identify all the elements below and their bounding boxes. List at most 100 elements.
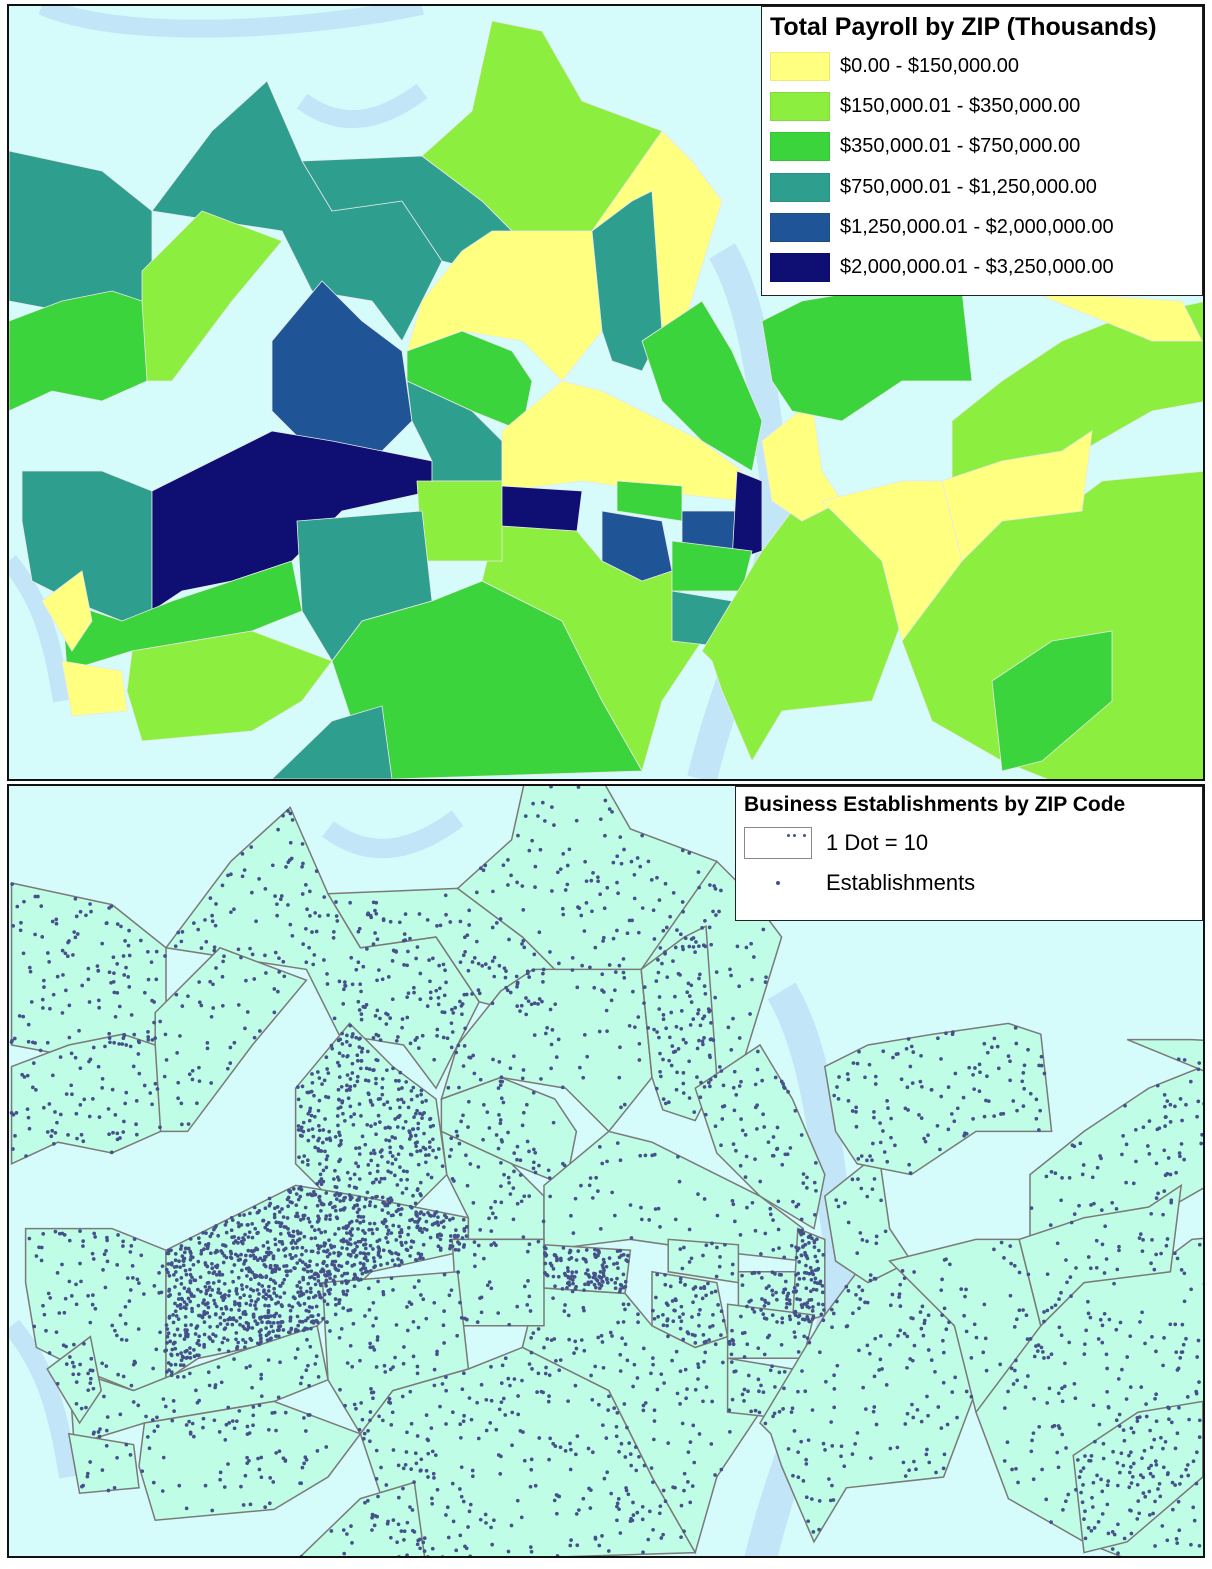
establishment-dot [463,1544,467,1549]
establishment-dot [399,1258,404,1263]
establishment-dot [482,1256,486,1261]
establishment-dot [637,1058,642,1062]
establishment-dot [673,994,677,999]
establishment-dot [971,1117,975,1121]
zip-region[interactable] [126,630,333,742]
zip-region[interactable] [991,630,1113,772]
establishment-dot [344,1239,349,1244]
establishment-dot [641,1550,645,1555]
establishment-dot [911,1415,916,1420]
establishment-dot [350,1264,355,1268]
zip-region[interactable] [9,150,153,312]
zip-region[interactable] [61,560,303,672]
establishment-dot [638,864,643,869]
zip-region[interactable] [501,380,743,502]
establishment-dot [394,1209,399,1214]
establishment-dot [802,1276,806,1281]
zip-region[interactable] [1041,295,1203,342]
establishment-dot [308,1290,313,1294]
establishment-dot [601,1274,606,1278]
zip-boundary[interactable] [1018,1183,1183,1328]
establishment-dot [191,1262,196,1267]
establishment-dot [493,1199,498,1204]
establishment-dot [1202,1282,1203,1285]
establishment-dot [388,1150,393,1155]
establishment-dot [541,971,545,976]
establishment-dot [632,896,637,901]
zip-boundary[interactable] [46,1335,103,1425]
zip-region[interactable] [641,300,763,472]
zip-region[interactable] [761,280,973,422]
establishment-dot [369,1269,373,1273]
establishment-dot [360,1417,365,1422]
zip-boundary[interactable] [67,1324,329,1446]
establishment-dot [416,1279,421,1283]
zip-boundary[interactable] [694,1043,826,1230]
establishment-dot [505,988,510,993]
establishment-dot [210,1288,215,1292]
establishment-dot [222,954,226,959]
establishment-dot [405,1553,409,1556]
establishments-map-panel: Business Establishments by ZIP Code 1 Do… [7,784,1205,1558]
zip-region[interactable] [941,430,1093,562]
zip-region[interactable] [701,500,903,762]
zip-boundary[interactable] [651,1270,729,1349]
establishment-dot [802,1334,807,1339]
zip-boundary[interactable] [543,1130,804,1262]
establishment-dot [42,978,46,983]
zip-boundary[interactable] [1126,1038,1205,1089]
establishment-dot [358,1358,362,1363]
establishment-dot [361,964,366,969]
establishment-dot [64,988,68,993]
establishment-dot [123,1304,128,1309]
establishment-dot [1031,1431,1036,1435]
zip-boundary[interactable] [1072,1400,1203,1554]
establishment-dot [657,898,662,902]
zip-region[interactable] [41,570,93,652]
zip-region[interactable] [731,470,763,562]
establishment-dot [879,1334,883,1338]
zip-region[interactable] [601,510,673,582]
zip-region[interactable] [406,230,603,382]
payroll-choropleth-map[interactable] [9,6,1205,781]
establishment-dot [197,1241,202,1245]
establishment-dot [146,1435,150,1439]
establishment-dot [1090,1175,1095,1180]
establishment-dot [568,1543,573,1548]
establishment-dot [1100,1242,1105,1247]
establishment-dot [414,1461,419,1466]
establishment-dot [674,1087,679,1092]
establishment-dot [810,1309,815,1313]
establishment-dot [579,1338,584,1342]
zip-region[interactable] [61,660,128,717]
establishment-dot [586,1273,591,1277]
zip-region[interactable] [416,480,503,562]
establishment-dot [135,1132,139,1137]
establishment-dot [753,1228,758,1233]
zip-boundary[interactable] [823,1022,1053,1176]
establishment-dot [11,1112,16,1117]
establishment-dot [220,883,225,888]
zip-boundary[interactable] [296,1481,426,1558]
zip-boundary[interactable] [67,1432,140,1495]
establishment-dot [1049,1352,1054,1357]
zip-region[interactable] [501,485,583,532]
establishment-dot [115,1263,120,1267]
establishment-dot [535,1390,539,1394]
establishment-dot [126,975,131,979]
establishments-dot-density-map[interactable] [9,786,1205,1558]
establishment-dot [347,1221,352,1225]
establishment-dot [166,1331,171,1336]
establishment-dot [395,1183,400,1187]
zip-region[interactable] [271,705,393,779]
zip-region[interactable] [9,290,148,412]
zip-region[interactable] [141,210,283,382]
zip-boundary[interactable] [759,1260,977,1544]
establishment-dot [1191,1459,1196,1464]
establishment-dot [710,1399,714,1404]
establishment-dot [209,1014,214,1019]
establishment-dot [436,1215,440,1219]
zip-boundary[interactable] [440,968,653,1133]
establishment-dot [413,1141,418,1145]
establishment-dot [870,1187,875,1192]
